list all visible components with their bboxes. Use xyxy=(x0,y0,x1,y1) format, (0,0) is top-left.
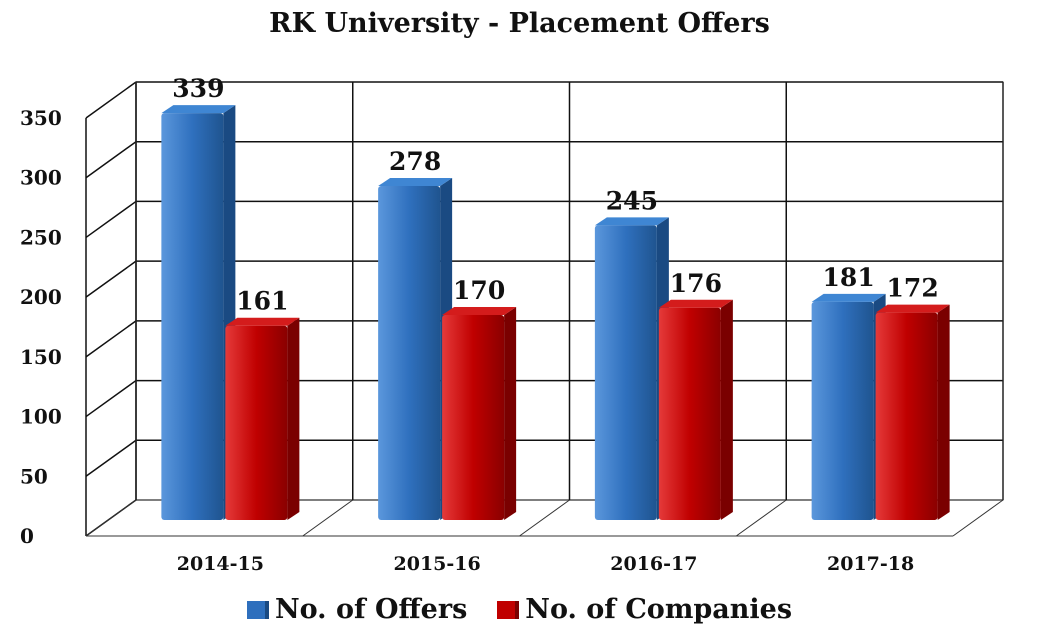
legend-swatch-companies xyxy=(497,600,520,619)
y-tick-label: 50 xyxy=(20,464,48,488)
bar xyxy=(875,312,938,520)
y-tick-label: 200 xyxy=(20,285,62,309)
x-tick-label: 2015-16 xyxy=(394,553,481,575)
legend-label-companies: No. of Companies xyxy=(525,594,793,625)
bar-top xyxy=(161,105,236,114)
bar xyxy=(594,225,657,520)
y-tick-label: 250 xyxy=(20,225,62,249)
bar xyxy=(225,325,288,520)
side-gridline xyxy=(85,141,137,179)
bar-top xyxy=(442,306,517,315)
legend-item-offers: No. of Offers xyxy=(246,594,468,625)
bar xyxy=(658,307,721,520)
bar-chart: 0 50 100 150 200 250 300 350 339 161 2014-15 278 170… xyxy=(20,74,1004,575)
y-tick-label: 150 xyxy=(20,345,62,369)
bar-top xyxy=(378,177,453,186)
bar xyxy=(442,314,505,520)
chart-title: RK University - Placement Offers xyxy=(269,8,770,39)
side-gridline xyxy=(85,439,137,477)
floor-line xyxy=(85,499,137,537)
floor-line xyxy=(302,499,354,537)
data-label: 176 xyxy=(670,269,722,298)
data-label: 161 xyxy=(236,287,288,316)
bar-top xyxy=(594,217,669,226)
bar-side xyxy=(504,306,517,520)
data-label: 339 xyxy=(172,74,224,103)
side-gridline xyxy=(85,200,137,239)
floor-line xyxy=(952,499,1004,537)
x-tick-label: 2016-17 xyxy=(610,553,697,575)
y-tick-label: 300 xyxy=(20,166,62,190)
data-label: 245 xyxy=(606,186,658,215)
bar xyxy=(378,185,441,520)
data-label: 172 xyxy=(887,274,939,303)
bar-side xyxy=(720,299,733,520)
y-tick-label: 0 xyxy=(20,524,34,548)
y-tick-label: 350 xyxy=(20,106,62,130)
legend-label-offers: No. of Offers xyxy=(274,594,468,625)
side-gridline xyxy=(85,320,137,358)
side-gridline xyxy=(85,379,137,418)
x-tick-label: 2017-18 xyxy=(827,553,914,575)
y-tick-label: 100 xyxy=(20,405,62,429)
side-gridline xyxy=(85,81,137,119)
legend: No. of Offers No. of Companies xyxy=(0,594,1039,625)
side-gridline xyxy=(85,260,137,298)
labels: 0 50 100 150 200 250 300 350 339 161 2014-15 278 170… xyxy=(20,74,939,575)
bar-top xyxy=(875,304,950,313)
bar xyxy=(811,301,874,520)
x-tick-label: 2014-15 xyxy=(177,553,264,575)
bar-side xyxy=(937,304,950,520)
floor-line xyxy=(735,499,787,537)
data-label: 278 xyxy=(389,147,441,176)
data-label: 181 xyxy=(823,263,875,292)
bar xyxy=(161,113,224,520)
bar-top xyxy=(225,317,300,326)
bar-side xyxy=(287,317,300,520)
bar-top xyxy=(658,299,733,308)
legend-item-companies: No. of Companies xyxy=(497,594,792,625)
data-label: 170 xyxy=(453,276,505,305)
bar-top xyxy=(811,293,886,302)
floor-line xyxy=(519,499,570,537)
bars xyxy=(161,105,950,520)
legend-swatch-offers xyxy=(246,600,269,619)
